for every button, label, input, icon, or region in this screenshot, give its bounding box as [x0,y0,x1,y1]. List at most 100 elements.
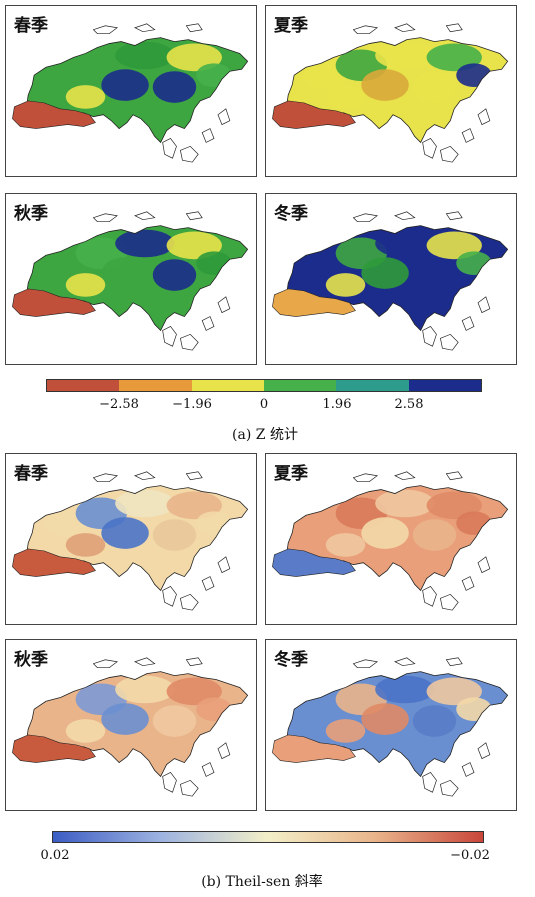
island-outline [134,23,156,33]
legend-a-tick: 2.58 [394,397,424,412]
island-outline [134,471,156,481]
season-label: 春季 [14,16,48,36]
map-panel-b-autumn: 秋季 [5,639,257,811]
island-outline [217,296,231,314]
island-outline [440,145,459,163]
island-outline [422,586,437,607]
island-outline [162,326,177,347]
eurasia-map [12,23,249,163]
caption-b: (b) Theil-sen 斜率 [201,874,323,890]
value-region [196,697,232,722]
legend-a-swatch [119,380,192,391]
island-outline [461,128,475,143]
island-outline [201,576,215,591]
season-label: 夏季 [274,16,308,36]
legend-a-swatch [263,380,337,391]
map-panel-b-winter: 冬季 [265,639,517,811]
value-region [65,533,106,557]
island-outline [445,211,463,221]
island-outline [352,659,379,669]
value-region [325,273,366,297]
value-region [65,719,106,743]
value-region [196,251,232,276]
island-outline [185,211,203,221]
island-outline [440,333,459,351]
value-region [196,511,232,536]
island-outline [134,211,156,221]
southwest-asia-region [272,100,356,129]
value-region [196,63,232,88]
island-outline [477,742,491,760]
island-outline [217,108,231,126]
season-label: 冬季 [274,204,308,224]
island-outline [92,473,119,483]
z-statistic-legend [46,379,482,392]
eurasia-map [12,657,249,797]
island-outline [445,23,463,33]
legend-b-tick-right: −0.02 [450,848,490,863]
value-region [456,697,492,722]
value-region [101,69,149,101]
island-outline [477,108,491,126]
island-outline [394,471,416,481]
island-outline [180,145,199,163]
map-panel-a-autumn: 秋季 [5,193,257,365]
island-outline [352,213,379,223]
island-outline [180,593,199,611]
island-outline [180,779,199,797]
legend-a-swatch [408,380,481,391]
value-region [325,85,366,109]
legend-b-tick-left: 0.02 [40,848,70,863]
season-label: 秋季 [14,204,48,224]
value-region [325,533,366,557]
island-outline [201,128,215,143]
value-region [325,719,366,743]
eurasia-map [12,211,249,351]
value-region [152,71,197,103]
legend-a-tick: −2.58 [99,397,139,412]
southwest-asia-region [272,288,356,317]
season-label: 夏季 [274,464,308,484]
eurasia-map [272,211,509,351]
value-region [152,705,197,737]
island-outline [162,586,177,607]
eurasia-map [272,23,509,163]
island-outline [162,772,177,793]
value-region [101,517,149,549]
island-outline [185,657,203,667]
season-label: 春季 [14,464,48,484]
island-outline [477,296,491,314]
eurasia-map [272,471,509,611]
value-region [412,259,457,291]
map-panel-a-winter: 冬季 [265,193,517,365]
value-region [115,675,175,704]
value-region [65,273,106,297]
value-region [412,519,457,551]
island-outline [352,25,379,35]
value-region [115,489,175,518]
southwest-asia-region [12,288,96,317]
southwest-asia-region [12,548,96,577]
island-outline [422,326,437,347]
island-outline [134,657,156,667]
value-region [361,257,409,289]
value-region [375,489,435,518]
island-outline [440,779,459,797]
value-region [456,251,492,276]
island-outline [394,23,416,33]
value-region [115,229,175,258]
island-outline [477,556,491,574]
map-panel-a-summer: 夏季 [265,5,517,177]
southwest-asia-region [12,100,96,129]
value-region [101,257,149,289]
value-region [361,703,409,735]
map-panel-b-spring: 春季 [5,453,257,625]
island-outline [185,471,203,481]
island-outline [180,333,199,351]
value-region [412,71,457,103]
value-region [375,229,435,258]
island-outline [92,25,119,35]
island-outline [461,762,475,777]
island-outline [422,138,437,159]
island-outline [422,772,437,793]
